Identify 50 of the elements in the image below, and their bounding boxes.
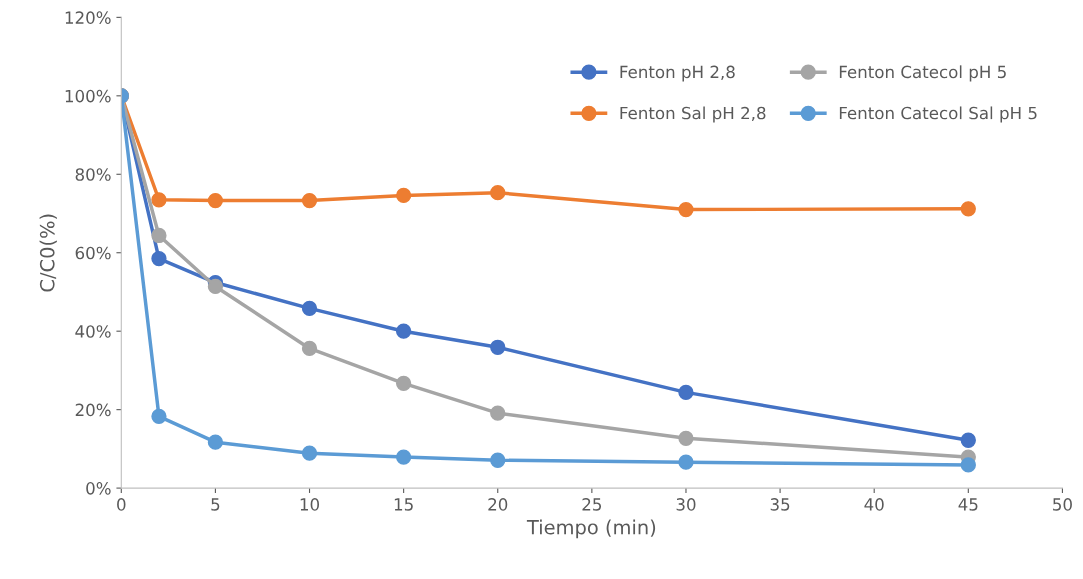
point bbox=[301, 445, 318, 461]
y-tick-label: 40% bbox=[75, 325, 111, 338]
legend-label: Fenton Catecol pH 5 bbox=[839, 65, 1006, 82]
point bbox=[490, 339, 506, 355]
point bbox=[151, 250, 167, 267]
y-tick-label: 120% bbox=[65, 11, 111, 24]
y-tick-label: 80% bbox=[75, 168, 111, 181]
x-tick-label: 45 bbox=[958, 498, 978, 511]
x-tick-label: 20 bbox=[488, 498, 508, 511]
point bbox=[301, 340, 318, 357]
point bbox=[678, 201, 694, 218]
y-axis-title: C/C0(%) bbox=[39, 214, 57, 292]
x-tick-label: 35 bbox=[770, 498, 790, 511]
point bbox=[678, 384, 694, 401]
x-tick-label: 30 bbox=[676, 498, 696, 511]
point bbox=[395, 375, 412, 391]
point bbox=[207, 434, 224, 450]
point bbox=[678, 430, 694, 446]
x-tick-label: 10 bbox=[300, 498, 320, 511]
point bbox=[151, 227, 167, 244]
point bbox=[207, 192, 224, 209]
point bbox=[490, 185, 506, 201]
x-tick-label: 0 bbox=[117, 498, 126, 511]
point bbox=[490, 405, 506, 421]
point bbox=[395, 323, 412, 339]
point bbox=[960, 432, 976, 448]
point bbox=[301, 192, 318, 209]
x-tick-label: 5 bbox=[211, 498, 220, 511]
point bbox=[395, 187, 412, 204]
point bbox=[960, 201, 976, 217]
point bbox=[490, 452, 506, 468]
x-tick-label: 40 bbox=[864, 498, 884, 511]
point bbox=[395, 449, 412, 465]
legend-label: Fenton Sal pH 2,8 bbox=[620, 106, 766, 123]
x-axis-title: Tiempo (min) bbox=[526, 519, 656, 539]
x-tick-label: 15 bbox=[394, 498, 413, 511]
point bbox=[207, 278, 224, 295]
y-tick-label: 0% bbox=[86, 482, 111, 495]
y-tick-label: 60% bbox=[75, 246, 111, 260]
point bbox=[678, 454, 694, 470]
x-tick-label: 25 bbox=[582, 498, 602, 511]
y-tick-label: 100% bbox=[65, 89, 111, 103]
point bbox=[301, 300, 318, 317]
legend-label: Fenton Catecol Sal pH 5 bbox=[839, 106, 1037, 123]
point bbox=[151, 408, 167, 424]
y-tick-label: 20% bbox=[75, 403, 111, 417]
legend-label: Fenton pH 2,8 bbox=[620, 65, 735, 82]
x-tick-label: 50 bbox=[1053, 498, 1072, 511]
point bbox=[151, 192, 167, 208]
point bbox=[960, 457, 976, 473]
